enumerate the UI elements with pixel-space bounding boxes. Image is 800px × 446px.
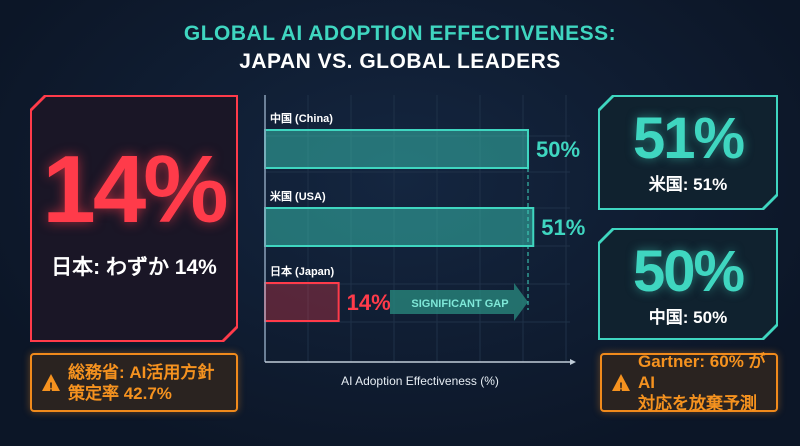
title-line-2: JAPAN VS. GLOBAL LEADERS (239, 50, 561, 73)
usa-stat-card: 51% 米国: 51% (598, 95, 778, 210)
warning-text-1: Gartner: 60% がAI (638, 352, 766, 392)
bar (264, 282, 340, 322)
warning-icon: ! (612, 374, 630, 394)
data-label: 51% (541, 215, 585, 240)
bar (264, 207, 535, 247)
data-label: 14% (347, 290, 391, 315)
category-label: 中国 (China) (270, 111, 333, 125)
data-label: 50% (536, 137, 580, 162)
china-value: 50% (632, 239, 744, 304)
usa-value: 51% (632, 106, 744, 171)
warning-text-2: 策定率 42.7% (68, 383, 172, 403)
bar (264, 129, 529, 169)
warning-box-mic: ! 総務省: AI活用方針 策定率 42.7% (30, 353, 238, 412)
china-stat-card: 50% 中国: 50% (598, 228, 778, 340)
japan-label: 日本: わずか 14% (51, 256, 217, 279)
x-axis-label: AI Adoption Effectiveness (%) (341, 374, 499, 388)
warning-icon: ! (42, 374, 60, 394)
title-line-1: GLOBAL AI ADOPTION EFFECTIVENESS: (183, 22, 617, 45)
usa-label: 米国: 51% (648, 175, 728, 194)
category-label: 米国 (USA) (269, 189, 326, 203)
category-label: 日本 (Japan) (270, 264, 335, 278)
china-label: 中国: 50% (648, 308, 728, 327)
x-axis-arrow (570, 359, 576, 365)
japan-value: 14% (42, 136, 226, 243)
warning-box-gartner: ! Gartner: 60% がAI 対応を放棄予測 (600, 352, 778, 413)
warning-text-1: 総務省: AI活用方針 (68, 362, 215, 382)
japan-stat-card: 14% 日本: わずか 14% (30, 95, 238, 342)
gap-annotation: SIGNIFICANT GAP (411, 298, 508, 310)
gap-arrow (390, 283, 528, 321)
warning-text-2: 対応を放棄予測 (638, 394, 757, 413)
